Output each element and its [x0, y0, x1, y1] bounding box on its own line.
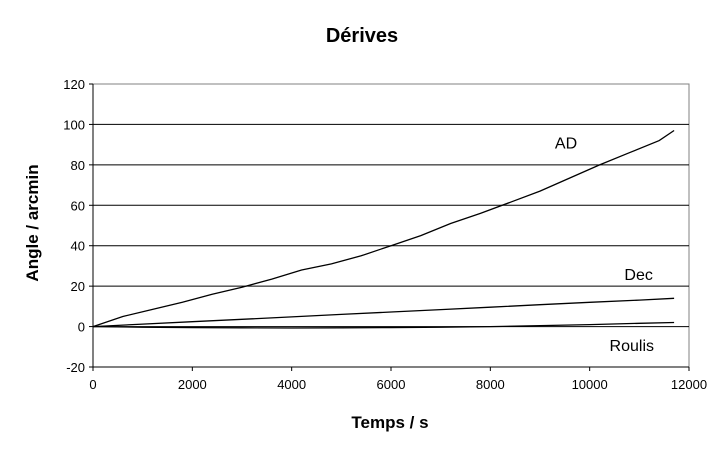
- y-tick-label-5: 80: [71, 158, 85, 173]
- plot-area: -20 0 20 40 60 80 100 120 0 2000 4000 6000 8000 10000…: [63, 77, 707, 392]
- x-tick-label-4: 8000: [476, 377, 505, 392]
- series-line-ad: [92, 129, 675, 328]
- y-tick-label-6: 100: [63, 117, 85, 132]
- chart-title: Dérives: [326, 25, 398, 47]
- x-axis-title: Temps / s: [351, 413, 428, 432]
- y-tick-label-4: 60: [71, 198, 85, 213]
- x-tick-label-2: 4000: [277, 377, 306, 392]
- series-label-ad: AD: [555, 136, 577, 153]
- series-label-roulis: Roulis: [610, 338, 654, 355]
- y-axis-title: Angle / arcmin: [23, 164, 42, 281]
- x-tick-label-0: 0: [89, 377, 96, 392]
- y-tick-label-1: 0: [78, 320, 85, 335]
- y-tick-label-0: -20: [66, 360, 85, 375]
- series-label-dec: Dec: [624, 267, 652, 284]
- y-tick-label-7: 120: [63, 77, 85, 92]
- y-tick-label-2: 20: [71, 279, 85, 294]
- x-tick-label-6: 12000: [671, 377, 707, 392]
- x-tick-label-5: 10000: [572, 377, 608, 392]
- series-line-roulis: [92, 321, 675, 329]
- y-tick-label-3: 40: [71, 239, 85, 254]
- series-line-dec: [92, 297, 675, 328]
- x-tick-label-1: 2000: [178, 377, 207, 392]
- x-tick-label-3: 6000: [377, 377, 406, 392]
